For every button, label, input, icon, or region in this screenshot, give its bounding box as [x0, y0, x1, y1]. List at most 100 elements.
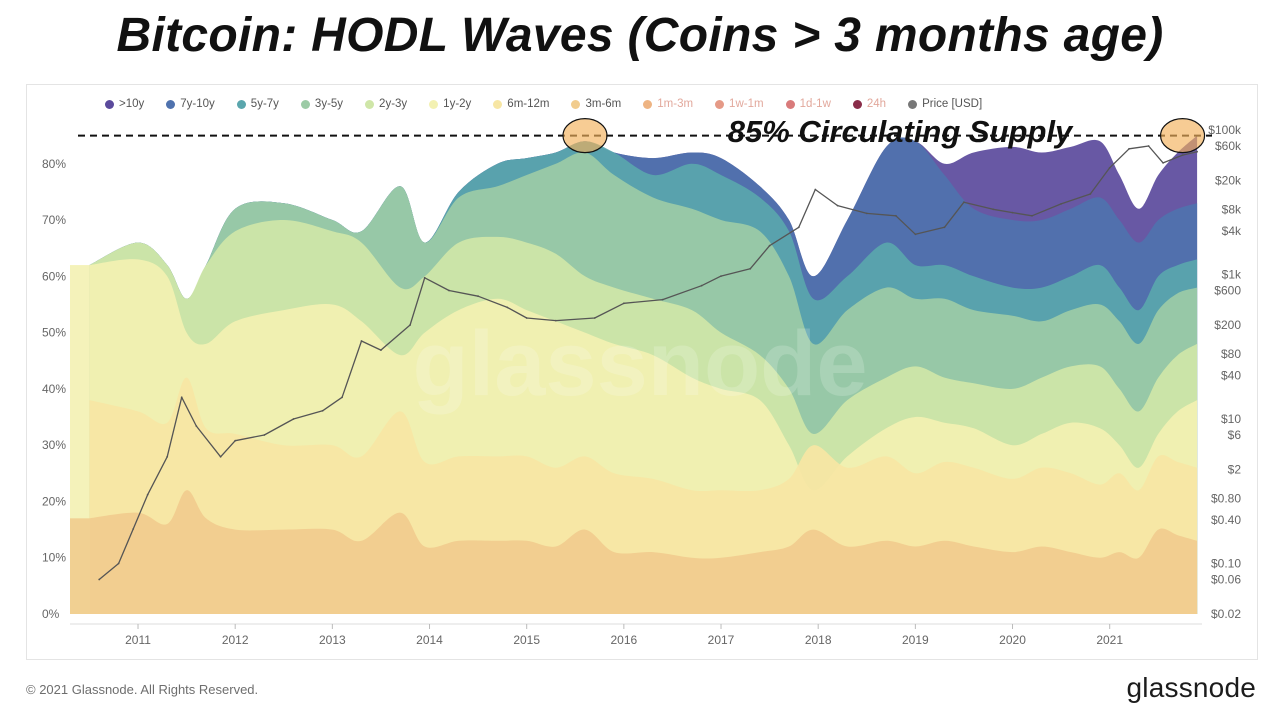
legend-item[interactable]: 1m-3m [643, 96, 693, 112]
y-left-tick-label: 60% [42, 269, 66, 283]
y-right-tick-label: $200 [1214, 318, 1241, 332]
glassnode-logo[interactable]: glassnode [1126, 672, 1256, 703]
price-point [506, 306, 509, 309]
price-point [1060, 203, 1062, 205]
legend-item[interactable]: 1y-2y [429, 96, 471, 112]
legend-item[interactable]: 6m-12m [493, 96, 549, 112]
price-point [992, 208, 994, 211]
price-point [448, 289, 450, 292]
price-line [98, 145, 1198, 581]
y-right-tick-label: $8k [1222, 202, 1242, 216]
legend-item[interactable]: 3m-6m [571, 96, 621, 112]
price-point [1011, 211, 1014, 214]
y-left-tick-label: 50% [42, 326, 66, 340]
x-tick-label: 2011 [125, 633, 151, 647]
legend-item[interactable]: 5y-7y [236, 96, 279, 112]
legend-dot-icon [166, 99, 176, 109]
y-right-tick-label: $40 [1221, 369, 1241, 383]
price-point [146, 493, 149, 496]
price-point [423, 276, 426, 279]
price-point [98, 578, 101, 581]
price-point [1147, 145, 1150, 147]
copyright-text: © 2021 Glassnode. All Rights Reserved. [26, 682, 259, 697]
price-point [1108, 166, 1111, 169]
legend-dot-icon [365, 99, 375, 109]
annotation-highlight-circle [1159, 118, 1206, 154]
legend-label: 1m-3m [657, 98, 694, 110]
price-point [797, 226, 800, 229]
y-right-tick-label: $0.10 [1211, 556, 1241, 570]
legend-dot-icon [908, 99, 918, 109]
legend-label: 7y-10y [180, 98, 215, 110]
y-right-tick-label: $2 [1228, 463, 1242, 477]
annotation-text: 85% Circulating Supply [728, 114, 1074, 149]
legend-item[interactable]: 7y-10y [166, 96, 215, 112]
legend-dot-icon [643, 99, 653, 109]
legend-label: 3m-6m [585, 98, 622, 110]
x-tick-label: 2016 [611, 633, 638, 647]
legend-label: 2y-3y [379, 98, 408, 110]
price-point [963, 201, 965, 204]
legend-item[interactable]: 1w-1m [715, 96, 764, 112]
price-point [380, 349, 382, 351]
legend-dot-icon [715, 99, 725, 109]
price-point [263, 434, 266, 436]
x-tick-label: 2014 [416, 633, 443, 647]
price-point [700, 284, 703, 287]
legend-dot-icon [105, 99, 114, 109]
y-right-tick-label: $0.02 [1211, 607, 1241, 621]
y-right-tick-label: $1k [1222, 267, 1242, 281]
legend-label: 5y-7y [250, 98, 279, 110]
y-left-tick-label: 20% [42, 494, 66, 508]
price-point [117, 562, 120, 565]
y-right-tick-label: $0.80 [1211, 491, 1241, 505]
legend-label: 3y-5y [314, 98, 344, 110]
price-point [166, 455, 169, 458]
legend-item[interactable]: Price [USD] [908, 96, 982, 112]
legend-label: Price [USD] [922, 98, 983, 110]
price-point [341, 396, 343, 399]
price-point [768, 244, 771, 247]
chart-title: Bitcoin: HODL Waves (Coins > 3 months ag… [116, 9, 1164, 62]
x-tick-label: 2020 [999, 633, 1026, 647]
price-point [409, 324, 411, 326]
price-point [132, 528, 135, 530]
price-point [1196, 150, 1198, 153]
y-right-tick-label: $60k [1215, 139, 1242, 153]
price-point [836, 204, 839, 207]
price-point [195, 425, 198, 427]
x-tick-label: 2018 [805, 633, 832, 647]
legend-item[interactable]: 24h [852, 96, 886, 112]
legend-dot-icon [785, 99, 795, 109]
area-band-3m-6m [89, 490, 1198, 614]
price-point [914, 233, 917, 236]
price-point [865, 212, 868, 215]
legend-item[interactable]: 3y-5y [300, 96, 344, 112]
y-right-tick-label: $0.06 [1211, 573, 1241, 587]
price-point [219, 455, 222, 458]
price-point [292, 418, 295, 420]
x-tick-label: 2021 [1096, 633, 1123, 647]
price-point [1162, 162, 1164, 164]
legend-label: 6m-12m [507, 98, 550, 110]
legend-item[interactable]: 1d-1w [785, 96, 831, 112]
y-right-tick-label: $600 [1214, 284, 1241, 298]
price-point [554, 319, 557, 322]
price-point [593, 317, 596, 319]
y-left-tick-label: 0% [42, 607, 60, 621]
y-left-tick-label: 70% [42, 213, 66, 227]
legend-dot-icon [493, 99, 503, 109]
price-point [623, 302, 625, 305]
y-right-tick-label: $10 [1221, 412, 1241, 426]
legend-dot-icon [852, 99, 862, 109]
legend-label: 1y-2y [443, 98, 472, 110]
legend-item[interactable]: 2y-3y [365, 96, 407, 112]
legend-dot-icon [236, 99, 246, 109]
y-left-tick-label: 30% [42, 438, 66, 452]
legend-label: 1d-1w [799, 98, 831, 110]
legend-item[interactable]: >10y [105, 96, 144, 112]
price-point [360, 340, 363, 342]
price-point [321, 409, 324, 412]
chart-legend: >10y 7y-10y 5y-7y 3y-5y 2y-3y 1y-2y 6m-12m 3m-6… [105, 96, 1004, 112]
